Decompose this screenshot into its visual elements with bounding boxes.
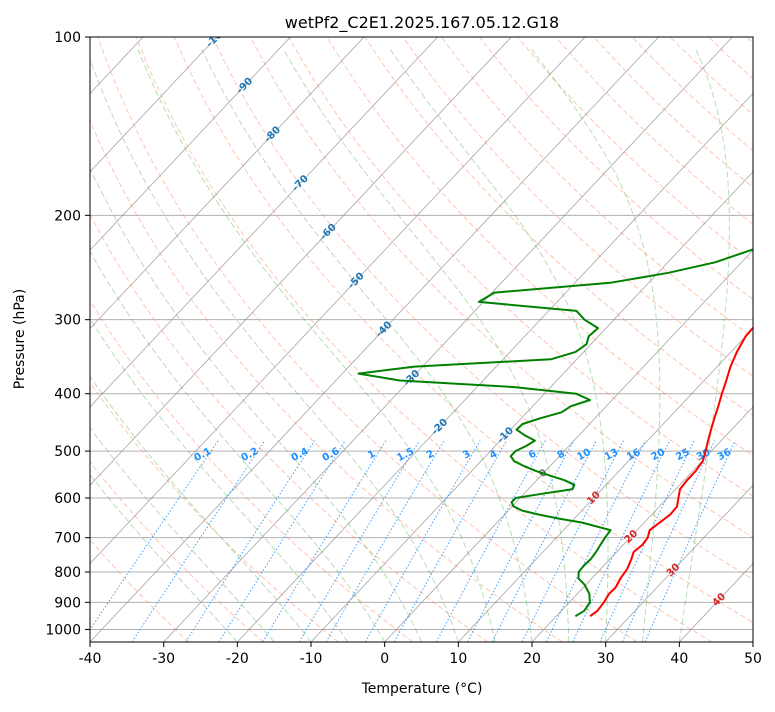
plot-background <box>90 37 753 642</box>
chart-title: wetPf2_C2E1.2025.167.05.12.G18 <box>285 13 559 33</box>
y-tick-label: 200 <box>54 208 81 224</box>
x-tick-label: 40 <box>670 651 688 667</box>
x-tick-label: 30 <box>597 651 615 667</box>
x-axis-label: Temperature (°C) <box>361 681 483 697</box>
x-tick-label: 0 <box>380 651 389 667</box>
x-tick-label: -40 <box>79 651 102 667</box>
y-tick-label: 900 <box>54 595 81 611</box>
x-tick-label: 50 <box>744 651 762 667</box>
x-tick-label: -20 <box>226 651 249 667</box>
y-tick-label: 100 <box>54 30 81 46</box>
x-tick-label: -10 <box>300 651 323 667</box>
y-tick-label: 700 <box>54 531 81 547</box>
x-tick-label: 20 <box>523 651 541 667</box>
y-tick-label: 500 <box>54 444 81 460</box>
y-tick-label: 800 <box>54 565 81 581</box>
y-tick-label: 400 <box>54 387 81 403</box>
y-tick-label: 300 <box>54 313 81 329</box>
y-axis-label: Pressure (hPa) <box>12 289 28 389</box>
x-tick-label: 10 <box>449 651 467 667</box>
y-tick-label: 600 <box>54 491 81 507</box>
y-tick-label: 1000 <box>45 622 81 638</box>
x-tick-label: -30 <box>152 651 175 667</box>
